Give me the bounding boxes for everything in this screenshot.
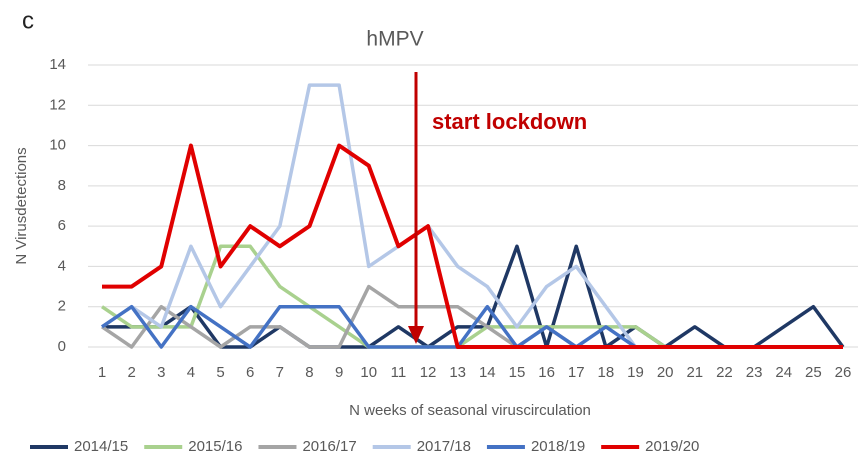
x-tick-label: 21 [686, 364, 703, 381]
x-tick-label: 17 [568, 364, 585, 381]
legend-label: 2014/15 [74, 438, 128, 455]
x-axis-label: N weeks of seasonal viruscirculation [349, 402, 591, 419]
x-tick-label: 19 [627, 364, 644, 381]
series-line [101, 304, 637, 349]
annotation: start lockdown [432, 109, 587, 134]
x-tick-label: 25 [805, 364, 822, 381]
x-tick-label: 24 [775, 364, 792, 381]
chart-title: hMPV [366, 28, 423, 51]
x-tick-label: 14 [479, 364, 496, 381]
y-tick-label: 10 [49, 137, 66, 154]
series-line [102, 143, 843, 349]
x-tick-label: 18 [598, 364, 615, 381]
lockdown-arrowhead [408, 326, 424, 344]
y-tick-label: 14 [49, 56, 66, 73]
x-tick-label: 5 [216, 364, 224, 381]
legend-label: 2019/20 [645, 438, 699, 455]
x-tick-label: 12 [420, 364, 437, 381]
x-tick-label: 11 [391, 364, 407, 381]
series-line [101, 83, 637, 349]
y-tick-label: 4 [58, 257, 66, 274]
x-tick-label: 13 [449, 364, 466, 381]
x-tick-label: 7 [276, 364, 284, 381]
y-tick-label: 8 [58, 177, 66, 194]
legend-label: 2016/17 [302, 438, 356, 455]
x-tick-label: 4 [187, 364, 195, 381]
y-tick-label: 2 [58, 298, 66, 315]
x-tick-label: 15 [509, 364, 526, 381]
x-tick-label: 2 [127, 364, 135, 381]
x-tick-label: 22 [716, 364, 733, 381]
y-tick-label: 0 [58, 338, 66, 355]
panel-label: c [22, 7, 34, 34]
x-tick-label: 1 [98, 364, 106, 381]
x-tick-label: 10 [360, 364, 377, 381]
x-tick-label: 6 [246, 364, 254, 381]
legend-label: 2018/19 [531, 438, 585, 455]
x-tick-label: 16 [538, 364, 555, 381]
x-tick-label: 23 [746, 364, 763, 381]
x-tick-label: 20 [657, 364, 674, 381]
x-tick-label: 8 [305, 364, 313, 381]
legend-label: 2017/18 [417, 438, 471, 455]
x-tick-label: 3 [157, 364, 165, 381]
y-axis-label: N Virusdetections [13, 147, 30, 264]
y-tick-label: 6 [58, 217, 66, 234]
x-tick-label: 26 [835, 364, 852, 381]
x-tick-label: 9 [335, 364, 343, 381]
y-tick-label: 12 [49, 96, 66, 113]
legend-label: 2015/16 [188, 438, 242, 455]
